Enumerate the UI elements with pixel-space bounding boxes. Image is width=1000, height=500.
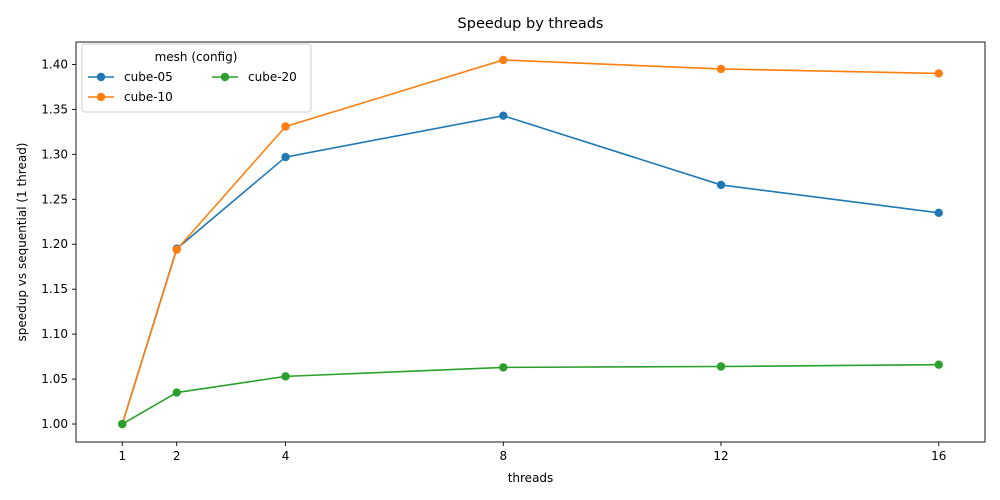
y-axis-label: speedup vs sequential (1 thread) bbox=[15, 143, 29, 342]
data-point-cube-20 bbox=[499, 363, 508, 372]
legend: mesh (config) cube-05 cube-10 cube-20 bbox=[81, 43, 312, 113]
data-point-cube-20 bbox=[934, 360, 943, 369]
axes: 1 2 4 8 12 161.001.051.101.151.201.251.301.35… bbox=[41, 41, 986, 463]
x-axis-label: threads bbox=[508, 471, 554, 485]
legend-marker-cube-10 bbox=[96, 92, 106, 102]
legend-marker-cube-20 bbox=[220, 72, 230, 82]
x-tick-label: 12 bbox=[713, 449, 728, 463]
y-tick-label: 1.00 bbox=[41, 417, 68, 431]
data-point-cube-20 bbox=[172, 388, 181, 397]
series-line-cube-20 bbox=[121, 363, 939, 425]
data-point-cube-20 bbox=[716, 362, 726, 371]
legend-marker-cube-05 bbox=[96, 72, 106, 82]
y-tick-label: 1.20 bbox=[41, 237, 68, 251]
legend-label-cube-05: cube-05 bbox=[124, 70, 173, 84]
legend-label-cube-10: cube-10 bbox=[124, 90, 173, 104]
legend-box bbox=[81, 43, 312, 113]
x-tick-label: 4 bbox=[282, 449, 290, 463]
data-point-cube-10 bbox=[281, 122, 290, 131]
y-tick-label: 1.15 bbox=[41, 282, 68, 296]
legend-title: mesh (config) bbox=[155, 50, 238, 64]
x-tick-label: 16 bbox=[931, 449, 946, 463]
y-tick-label: 1.10 bbox=[41, 327, 68, 341]
data-point-cube-20 bbox=[281, 372, 290, 381]
x-tick-label: 2 bbox=[173, 449, 181, 463]
y-tick-label: 1.30 bbox=[41, 147, 68, 161]
data-point-cube-05 bbox=[934, 208, 943, 217]
data-point-cube-10 bbox=[499, 55, 508, 65]
y-tick-label: 1.40 bbox=[41, 57, 68, 71]
legend-label-cube-20: cube-20 bbox=[248, 70, 297, 84]
series-line-cube-10 bbox=[121, 59, 939, 425]
x-tick-label: 1 bbox=[118, 449, 126, 463]
y-tick-label: 1.35 bbox=[41, 102, 68, 116]
data-point-cube-10 bbox=[716, 64, 726, 74]
plot-area bbox=[118, 55, 943, 429]
y-tick-label: 1.05 bbox=[41, 372, 68, 386]
data-point-cube-05 bbox=[499, 111, 508, 120]
data-point-cube-20 bbox=[118, 419, 127, 429]
x-tick-label: 8 bbox=[499, 449, 507, 463]
data-point-cube-05 bbox=[716, 180, 726, 190]
data-point-cube-05 bbox=[281, 152, 290, 162]
data-point-cube-10 bbox=[934, 69, 943, 78]
y-tick-label: 1.25 bbox=[41, 192, 68, 206]
chart-title: Speedup by threads bbox=[458, 16, 604, 32]
data-point-cube-10 bbox=[172, 245, 181, 254]
axes-frame bbox=[75, 41, 986, 443]
